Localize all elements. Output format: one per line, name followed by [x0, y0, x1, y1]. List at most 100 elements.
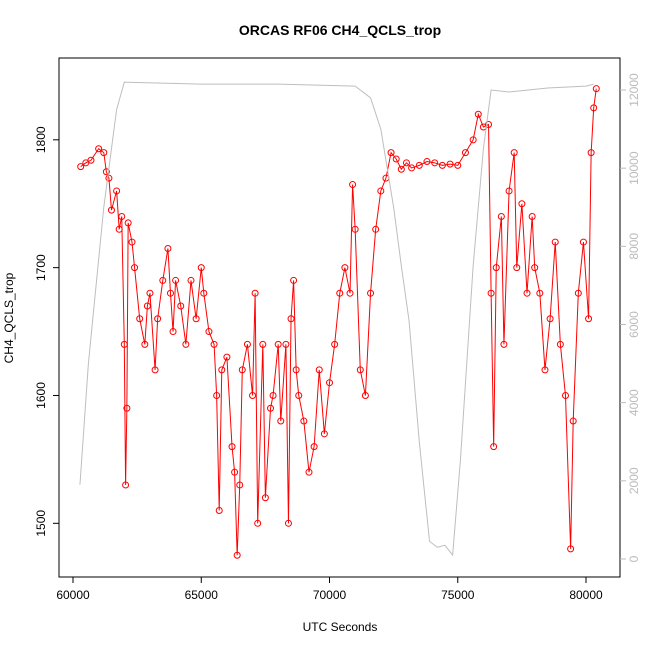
point	[274, 340, 282, 348]
point	[523, 289, 531, 297]
point	[292, 366, 300, 374]
y-tick-label: 1800	[34, 126, 48, 153]
point	[233, 551, 241, 559]
point	[105, 174, 113, 182]
point	[284, 519, 292, 527]
point	[115, 225, 123, 233]
point	[528, 213, 536, 221]
y-tick-label: 1600	[34, 382, 48, 409]
point	[282, 340, 290, 348]
point	[585, 315, 593, 323]
point	[561, 391, 569, 399]
point	[408, 164, 416, 172]
series-line	[80, 88, 597, 556]
point	[485, 120, 493, 128]
point	[177, 302, 185, 310]
point	[510, 149, 518, 157]
point	[536, 289, 544, 297]
point	[236, 481, 244, 489]
point	[254, 519, 262, 527]
point	[200, 289, 208, 297]
point	[182, 340, 190, 348]
point	[556, 340, 564, 348]
point	[77, 163, 85, 171]
point	[131, 264, 139, 272]
point	[492, 264, 500, 272]
point	[387, 149, 395, 157]
point	[377, 187, 385, 195]
point	[541, 366, 549, 374]
y-axis-label: CH4_QCLS_trop	[2, 272, 16, 363]
point	[143, 302, 151, 310]
point	[361, 391, 369, 399]
point	[461, 149, 469, 157]
point	[415, 161, 423, 169]
point	[100, 149, 108, 157]
y2-tick-label: 6000	[627, 311, 641, 338]
point	[469, 136, 477, 144]
point	[367, 289, 375, 297]
point	[487, 289, 495, 297]
point	[164, 244, 172, 252]
point	[423, 158, 431, 166]
point	[531, 264, 539, 272]
x-tick-label: 70000	[313, 588, 347, 602]
point	[159, 276, 167, 284]
point	[120, 340, 128, 348]
point	[213, 391, 221, 399]
plot-frame	[58, 57, 621, 578]
point	[238, 366, 246, 374]
point	[569, 417, 577, 425]
point	[518, 200, 526, 208]
point	[215, 507, 223, 515]
point	[351, 225, 359, 233]
point	[551, 238, 559, 246]
point	[231, 468, 239, 476]
point	[497, 213, 505, 221]
point	[122, 481, 130, 489]
point	[154, 315, 162, 323]
point	[402, 159, 410, 167]
point	[136, 315, 144, 323]
point	[197, 264, 205, 272]
point	[123, 404, 131, 412]
point	[287, 315, 295, 323]
point	[228, 443, 236, 451]
point	[95, 145, 103, 153]
point	[205, 328, 213, 336]
point	[210, 340, 218, 348]
point	[431, 159, 439, 167]
point	[446, 160, 454, 168]
point	[102, 168, 110, 176]
y-tick-label: 1700	[34, 254, 48, 281]
point	[305, 468, 313, 476]
point	[259, 340, 267, 348]
point	[315, 366, 323, 374]
y2-tick-label: 12000	[627, 73, 641, 107]
point	[505, 187, 513, 195]
point	[454, 161, 462, 169]
point	[218, 366, 226, 374]
point	[249, 391, 257, 399]
point	[474, 110, 482, 118]
point	[267, 404, 275, 412]
chart-title: ORCAS RF06 CH4_QCLS_trop	[239, 22, 441, 38]
x-tick-label: 60000	[56, 588, 90, 602]
point	[331, 340, 339, 348]
y2-tick-label: 0	[627, 555, 641, 562]
point	[392, 155, 400, 163]
y2-tick-label: 2000	[627, 467, 641, 494]
y2-tick-label: 10000	[627, 151, 641, 185]
point	[124, 219, 132, 227]
point	[592, 85, 600, 93]
point	[187, 276, 195, 284]
point	[118, 213, 126, 221]
y-tick-label: 1500	[34, 510, 48, 537]
point	[372, 225, 380, 233]
point	[146, 289, 154, 297]
point	[107, 206, 115, 214]
y2-tick-label: 8000	[627, 233, 641, 260]
point	[300, 417, 308, 425]
point	[326, 379, 334, 387]
